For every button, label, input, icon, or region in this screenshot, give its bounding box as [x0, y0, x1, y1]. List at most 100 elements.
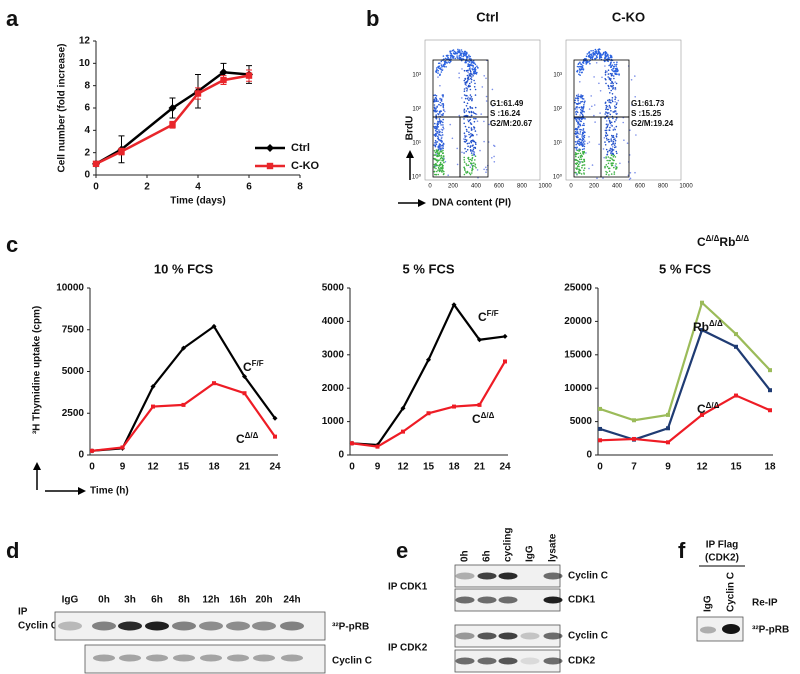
- dot: [467, 63, 470, 66]
- series-label-part: C: [478, 310, 487, 324]
- marker: [598, 426, 602, 431]
- y-tick-label: 10⁰: [553, 174, 563, 181]
- dot: [470, 62, 473, 64]
- panel-letters: a b c d e f: [6, 6, 686, 563]
- dot: [454, 51, 457, 53]
- dot: [471, 145, 474, 147]
- dot: [579, 133, 581, 135]
- x-tick-label: 200: [589, 184, 600, 190]
- dot: [468, 126, 470, 129]
- dot: [602, 53, 604, 56]
- dot: [609, 121, 611, 124]
- dot: [581, 145, 584, 147]
- dot: [438, 103, 440, 106]
- dot: [469, 70, 472, 73]
- dot: [442, 121, 444, 124]
- marker: [700, 300, 704, 305]
- dot: [439, 151, 441, 153]
- ip-label: (CDK2): [705, 553, 739, 564]
- dot: [605, 82, 607, 85]
- dot: [466, 102, 469, 105]
- dot: [475, 117, 477, 120]
- dot: [461, 68, 463, 70]
- dot: [587, 52, 590, 54]
- dot: [604, 144, 607, 146]
- dot: [437, 159, 440, 162]
- dot: [493, 161, 496, 163]
- gate-stat: S :15.25: [631, 109, 662, 118]
- dot: [607, 117, 610, 120]
- dot: [610, 82, 612, 85]
- arrow-head: [406, 150, 414, 158]
- x-tick-label: 400: [471, 184, 482, 190]
- dot: [447, 54, 449, 57]
- dot: [600, 56, 603, 59]
- dot: [439, 84, 441, 87]
- dot: [442, 124, 444, 126]
- dot: [469, 97, 471, 99]
- band: [281, 654, 303, 662]
- dot: [582, 98, 585, 100]
- dot: [612, 140, 615, 143]
- dot: [590, 95, 592, 97]
- x-tick-label: 9: [375, 462, 381, 473]
- x-tick-label: 0: [349, 462, 355, 473]
- dot: [597, 52, 599, 55]
- series-label-part: Rb: [719, 235, 735, 249]
- dot: [438, 170, 441, 173]
- y-tick-label: 25000: [564, 283, 592, 294]
- dot: [465, 84, 468, 87]
- series-label: CΔ/Δ: [472, 411, 495, 427]
- dot: [468, 133, 470, 136]
- dot: [612, 82, 614, 85]
- dot: [441, 163, 443, 165]
- dot: [578, 69, 581, 71]
- dot: [471, 73, 473, 76]
- dot: [585, 55, 588, 58]
- dot: [458, 72, 460, 74]
- dot: [443, 170, 445, 173]
- band: [227, 654, 249, 662]
- dot: [602, 51, 605, 54]
- dot: [613, 111, 615, 113]
- y-tick-label: 5000: [62, 366, 85, 377]
- dot: [442, 155, 445, 157]
- dot: [605, 132, 608, 135]
- marker: [219, 68, 228, 77]
- dot: [576, 128, 579, 131]
- dot: [615, 63, 618, 66]
- dot: [611, 81, 614, 84]
- dot: [436, 161, 439, 163]
- dot: [611, 99, 613, 101]
- dot: [471, 98, 473, 100]
- dot: [607, 108, 609, 111]
- x-tick-label: 24: [269, 462, 281, 473]
- gate-stat: G2/M:20.67: [490, 119, 533, 128]
- dot: [442, 112, 445, 115]
- dot: [575, 149, 578, 151]
- dot: [434, 142, 436, 144]
- dot: [605, 108, 607, 111]
- dot: [466, 171, 469, 174]
- dot: [594, 57, 596, 60]
- dot: [579, 65, 582, 68]
- ip-label: IP: [18, 607, 28, 618]
- dot: [447, 58, 449, 60]
- marker: [151, 404, 155, 409]
- dot: [469, 69, 472, 71]
- dot: [613, 171, 616, 173]
- dot: [454, 57, 457, 60]
- dot: [608, 167, 611, 170]
- gate: [600, 116, 630, 178]
- band: [543, 657, 563, 665]
- dot: [579, 124, 582, 127]
- dot: [583, 143, 586, 145]
- dot: [576, 159, 579, 162]
- y-tick-label: 10²: [412, 107, 421, 113]
- dot: [574, 108, 577, 110]
- dot: [577, 123, 579, 125]
- dot: [437, 69, 440, 72]
- dot: [597, 50, 600, 52]
- dot: [588, 136, 590, 138]
- dot: [579, 143, 582, 145]
